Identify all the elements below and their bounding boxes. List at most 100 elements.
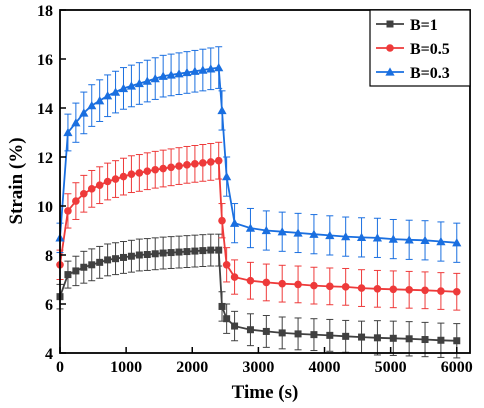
- data-point: [64, 271, 72, 279]
- data-point: [214, 62, 224, 72]
- x-tick-label: 2000: [176, 359, 208, 376]
- data-point: [245, 223, 256, 232]
- data-point: [341, 232, 351, 241]
- x-tick-label: 5000: [375, 359, 407, 376]
- data-point: [151, 165, 160, 174]
- y-tick-label: 16: [37, 52, 53, 69]
- data-point: [151, 250, 159, 258]
- x-tick-label: 6000: [441, 359, 473, 376]
- data-point: [112, 255, 120, 263]
- data-point: [373, 285, 382, 293]
- data-point: [126, 81, 137, 90]
- plot-frame: [59, 9, 471, 354]
- data-point: [87, 100, 97, 110]
- data-point: [325, 230, 335, 240]
- data-point: [118, 83, 129, 93]
- data-point: [111, 175, 120, 183]
- data-point: [71, 118, 81, 127]
- data-point: [342, 332, 350, 340]
- data-point: [206, 158, 215, 166]
- series-2: [56, 141, 461, 311]
- axis-layer: 0 1000 2000 3000 4000 5000 6000 4 6 8 10 12 14 16 18: [37, 3, 473, 376]
- data-point: [199, 247, 207, 255]
- data-point: [143, 167, 152, 176]
- legend-marker: [386, 44, 394, 52]
- data-point: [214, 156, 223, 165]
- data-point: [167, 163, 175, 172]
- series-3: [55, 46, 462, 263]
- data-point: [222, 172, 232, 181]
- data-point: [143, 251, 151, 259]
- data-point: [80, 189, 88, 198]
- data-point: [199, 159, 207, 167]
- data-point: [436, 236, 446, 246]
- data-point: [150, 74, 160, 83]
- data-point: [87, 185, 96, 193]
- x-tick-label: 0: [56, 359, 64, 376]
- data-point: [278, 279, 286, 288]
- data-point: [261, 225, 271, 235]
- data-point: [183, 248, 191, 256]
- data-point: [222, 261, 231, 269]
- data-point: [421, 336, 429, 344]
- y-tick-label: 8: [45, 248, 53, 265]
- data-point: [159, 164, 167, 173]
- data-point: [404, 235, 414, 244]
- x-tick-label: 3000: [242, 359, 274, 376]
- data-point: [357, 284, 366, 292]
- data-point: [159, 249, 167, 257]
- data-point: [278, 329, 286, 337]
- data-point: [452, 287, 461, 296]
- data-point: [72, 267, 80, 275]
- data-point: [231, 322, 239, 330]
- data-point: [183, 161, 191, 169]
- data-point: [326, 282, 334, 291]
- y-tick-label: 10: [37, 199, 53, 216]
- data-point: [135, 169, 144, 177]
- data-point: [135, 251, 143, 259]
- data-point: [437, 287, 445, 295]
- data-point: [309, 229, 319, 238]
- data-point: [405, 335, 413, 343]
- data-point: [79, 108, 89, 117]
- data-point: [373, 334, 381, 342]
- data-point: [95, 181, 104, 189]
- data-point: [453, 337, 461, 345]
- y-tick-label: 18: [37, 3, 53, 20]
- data-point: [223, 315, 231, 323]
- data-point: [246, 276, 255, 285]
- data-point: [166, 70, 176, 79]
- data-point: [103, 91, 113, 100]
- legend-label: B=0.3: [410, 65, 450, 82]
- legend-marker: [385, 67, 395, 76]
- data-point: [104, 256, 112, 264]
- legend: B=1 B=0.5 B=0.3: [369, 9, 471, 87]
- data-point: [127, 252, 135, 260]
- data-point: [405, 285, 413, 294]
- legend-label: B=1: [410, 17, 438, 34]
- y-tick-label: 14: [37, 101, 53, 118]
- data-point: [388, 234, 398, 243]
- data-point: [293, 228, 303, 237]
- data-point: [262, 327, 270, 335]
- data-point: [294, 330, 302, 338]
- data-point: [389, 334, 397, 342]
- data-point: [277, 227, 287, 236]
- data-point: [294, 280, 302, 289]
- data-point: [80, 263, 88, 271]
- data-point: [95, 96, 105, 105]
- data-point: [64, 207, 72, 215]
- data-point: [341, 283, 350, 291]
- data-point: [119, 172, 128, 181]
- data-point: [218, 302, 226, 310]
- y-tick-label: 4: [45, 346, 53, 363]
- data-point: [198, 65, 208, 74]
- data-point: [326, 331, 334, 339]
- y-tick-label: 12: [37, 150, 53, 167]
- data-point: [217, 105, 227, 115]
- data-point: [246, 326, 254, 334]
- data-point: [358, 333, 366, 341]
- legend-item-3: B=0.3: [376, 65, 450, 82]
- data-point: [437, 336, 445, 344]
